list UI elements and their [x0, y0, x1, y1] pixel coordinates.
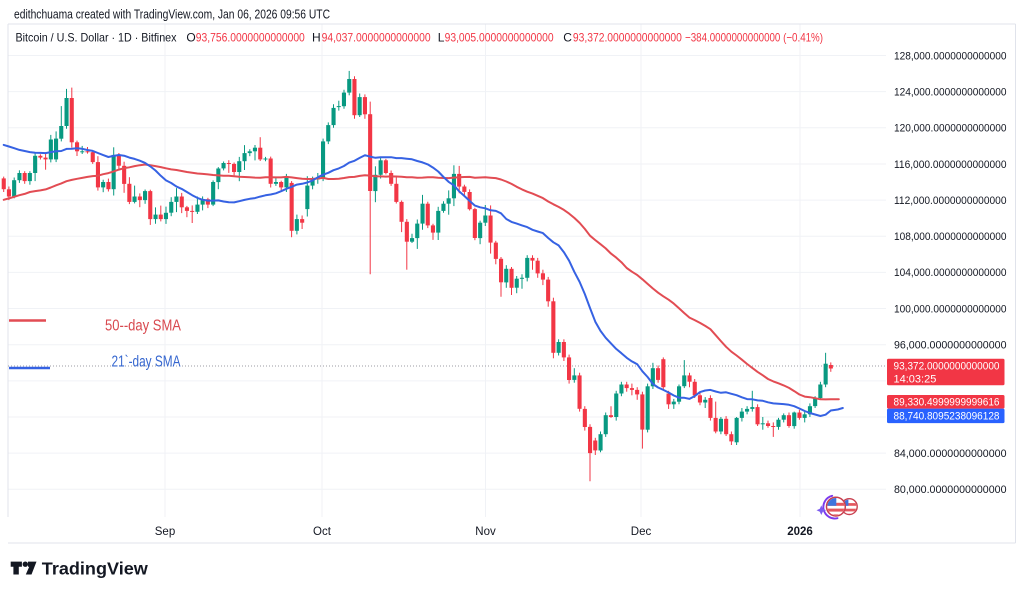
svg-text:Oct: Oct — [313, 526, 332, 538]
svg-text:128,000.0000000000000: 128,000.0000000000000 — [894, 50, 1007, 62]
svg-text:93,005.0000000000000: 93,005.0000000000000 — [445, 31, 554, 45]
svg-text:−384.0000000000000 (−0.41%): −384.0000000000000 (−0.41%) — [685, 31, 823, 45]
svg-text:93,372.0000000000000: 93,372.0000000000000 — [894, 361, 1000, 373]
svg-text:89,330.4999999999616: 89,330.4999999999616 — [894, 397, 1000, 409]
svg-text:O: O — [186, 31, 195, 45]
svg-text:Sep: Sep — [155, 526, 175, 538]
svg-text:Bitcoin / U.S. Dollar · 1D · B: Bitcoin / U.S. Dollar · 1D · Bitfinex — [16, 31, 177, 45]
svg-text:2026: 2026 — [787, 526, 813, 538]
svg-text:C: C — [563, 31, 572, 45]
svg-text:H: H — [312, 31, 321, 45]
svg-text:93,756.0000000000000: 93,756.0000000000000 — [196, 31, 305, 45]
svg-text:100,000.0000000000000: 100,000.0000000000000 — [894, 303, 1007, 315]
svg-text:L: L — [438, 31, 445, 45]
svg-text:116,000.0000000000000: 116,000.0000000000000 — [894, 159, 1007, 171]
svg-text:Nov: Nov — [475, 526, 496, 538]
svg-text:120,000.0000000000000: 120,000.0000000000000 — [894, 123, 1007, 135]
svg-text:108,000.0000000000000: 108,000.0000000000000 — [894, 231, 1007, 243]
svg-text:84,000.0000000000000: 84,000.0000000000000 — [894, 448, 1007, 460]
svg-text:TradingView: TradingView — [42, 559, 148, 579]
svg-text:93,372.0000000000000: 93,372.0000000000000 — [573, 31, 682, 45]
svg-text:edithchuama created with Tradi: edithchuama created with TradingView.com… — [14, 8, 330, 22]
svg-text:94,037.0000000000000: 94,037.0000000000000 — [322, 31, 431, 45]
svg-text:104,000.0000000000000: 104,000.0000000000000 — [894, 267, 1007, 279]
svg-text:50--day SMA: 50--day SMA — [105, 318, 182, 335]
svg-text:112,000.0000000000000: 112,000.0000000000000 — [894, 195, 1007, 207]
svg-text:124,000.0000000000000: 124,000.0000000000000 — [894, 87, 1007, 99]
svg-text:21`-day SMA: 21`-day SMA — [112, 354, 182, 371]
svg-text:14:03:25: 14:03:25 — [894, 373, 937, 385]
svg-text:96,000.0000000000000: 96,000.0000000000000 — [894, 340, 1007, 352]
svg-text:80,000.0000000000000: 80,000.0000000000000 — [894, 484, 1007, 496]
svg-text:88,740.8095238096128: 88,740.8095238096128 — [894, 411, 1000, 423]
svg-text:Dec: Dec — [631, 526, 652, 538]
